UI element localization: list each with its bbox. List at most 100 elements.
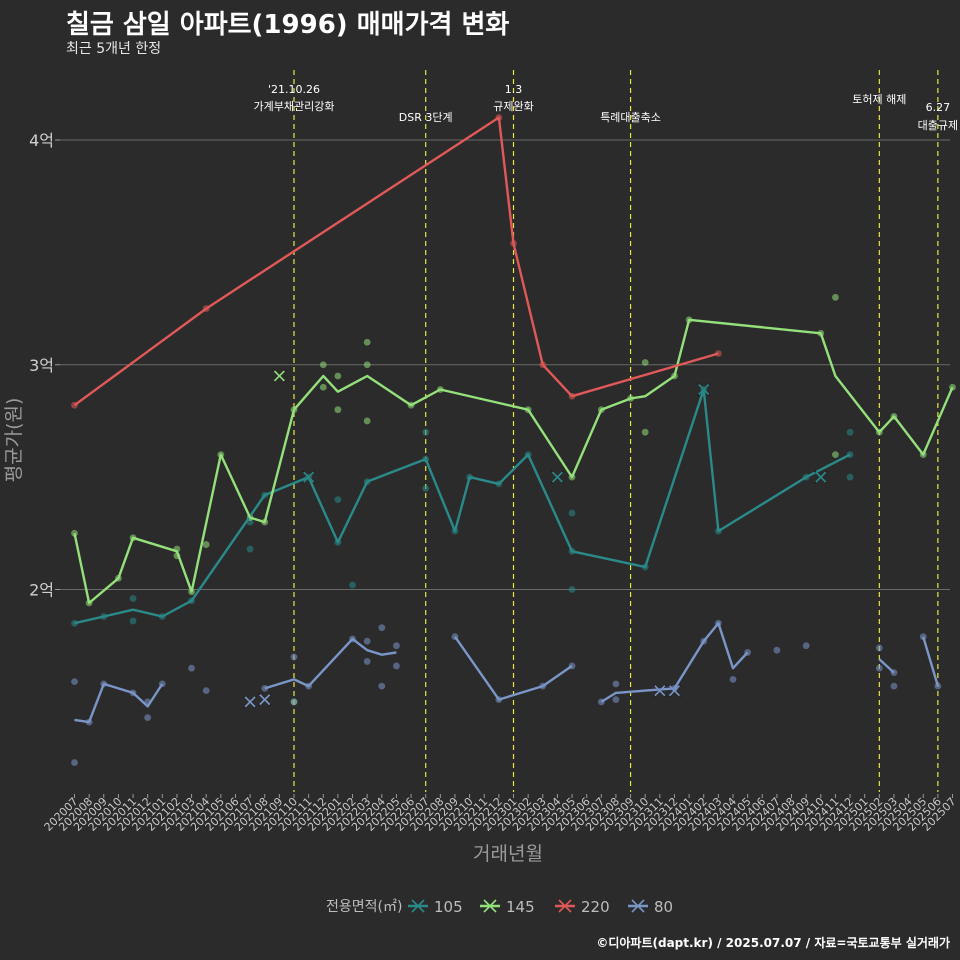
legend-label: 80 (654, 898, 673, 916)
cancel-mark-80 (654, 685, 666, 697)
cancel-mark-80 (259, 694, 271, 706)
policy-annotation: 6.27 (926, 101, 951, 114)
legend-key-cross (631, 899, 645, 913)
policy-annotation: 1.3 (505, 83, 523, 96)
cancel-mark-80 (668, 685, 681, 697)
x-axis-title: 거래년월 (473, 843, 543, 865)
data-point-80 (290, 653, 298, 661)
data-point-105 (129, 595, 137, 602)
data-point-145 (319, 383, 327, 391)
data-point-80 (890, 682, 898, 690)
cancel-mark-145 (273, 370, 285, 382)
legend-key-cross (411, 899, 425, 913)
data-point-105 (422, 428, 430, 436)
data-point-80 (290, 698, 298, 706)
data-point-80 (202, 687, 210, 695)
series-line-80 (922, 636, 940, 687)
y-axis-title: 평균가(원) (3, 398, 25, 483)
data-point-145 (202, 541, 210, 548)
legend-title: 전용면적(㎡) (326, 899, 402, 915)
cross-stroke (411, 899, 425, 913)
data-point-80 (773, 646, 781, 654)
data-point-80 (188, 664, 195, 672)
data-point-80 (378, 624, 386, 632)
data-point-105 (568, 509, 576, 517)
legend-item-105: 105 (408, 898, 463, 916)
series-lines (73, 116, 954, 724)
data-point-145 (363, 417, 371, 425)
data-point-80 (612, 680, 620, 688)
data-point-80 (393, 662, 400, 670)
data-point-145 (363, 361, 371, 369)
cross-stroke (654, 685, 666, 697)
grid-lines (60, 139, 950, 590)
data-point-105 (71, 619, 78, 627)
data-point-105 (846, 428, 854, 436)
series-line-145 (73, 318, 954, 605)
legend: 전용면적(㎡) 105 145 220 80 (326, 898, 673, 916)
data-point-105 (334, 496, 342, 503)
legend-key-cross (483, 899, 497, 913)
data-point-80 (802, 642, 810, 650)
policy-annotation: DSR 3단계 (399, 111, 453, 124)
cross-stroke (244, 696, 256, 708)
cross-stroke (551, 471, 563, 483)
y-tick-label: 3억 (29, 356, 54, 375)
cross-stroke (815, 471, 827, 483)
series-line-80 (878, 658, 895, 674)
cancel-mark-105 (303, 471, 315, 483)
series-line-80 (454, 636, 573, 701)
series-line-80 (600, 622, 749, 703)
cancel-mark-105 (698, 383, 710, 396)
cross-stroke (668, 685, 681, 697)
cross-stroke (698, 383, 710, 396)
cross-stroke (558, 899, 572, 913)
data-point-145 (832, 451, 839, 459)
policy-annotation: 대출규제 (918, 119, 958, 132)
cross-stroke (273, 370, 285, 382)
data-point-80 (144, 714, 152, 722)
legend-label: 105 (434, 898, 463, 916)
legend-item-220: 220 (555, 898, 610, 916)
data-point-80 (363, 658, 371, 665)
cross-stroke (631, 899, 645, 913)
y-tick-label: 2억 (29, 581, 54, 600)
cancel-mark-80 (244, 696, 256, 708)
data-point-80 (71, 678, 78, 686)
data-point-145 (832, 293, 839, 301)
data-point-105 (422, 484, 430, 492)
legend-item-145: 145 (480, 898, 535, 916)
data-point-80 (875, 644, 883, 652)
policy-annotation: 규제완화 (493, 100, 533, 113)
source-caption: ©디아파트(dapt.kr) / 2025.07.07 / 자료=국토교통부 실… (596, 936, 950, 950)
legend-label: 220 (581, 898, 610, 916)
data-point-145 (334, 372, 342, 380)
series-line-105 (74, 388, 851, 625)
chart-title: 칠금 삼일 아파트(1996) 매매가격 변화 (66, 10, 510, 40)
chart-subtitle: 최근 5개년 한정 (66, 41, 162, 57)
series-line-80 (74, 682, 164, 724)
data-point-145 (334, 406, 342, 414)
data-point-145 (363, 338, 371, 346)
data-point-80 (612, 696, 620, 704)
data-point-105 (349, 581, 356, 589)
data-point-80 (71, 759, 78, 766)
series-line-220 (73, 116, 719, 407)
data-point-80 (393, 642, 400, 650)
data-point-105 (568, 586, 576, 593)
cross-stroke (303, 471, 315, 483)
data-point-80 (729, 676, 737, 683)
policy-annotation: 특례대출축소 (600, 111, 661, 124)
cancel-mark-105 (551, 471, 563, 483)
data-point-145 (641, 359, 649, 366)
data-point-80 (363, 637, 371, 645)
data-point-145 (319, 361, 327, 369)
y-axis-ticks: 2억 3억 4억 (29, 131, 60, 600)
cancelled-transaction-marks (243, 369, 828, 709)
data-point-105 (129, 617, 137, 625)
legend-key-cross (558, 899, 572, 913)
x-axis-ticks: 2020072020082020092020102020112020122021… (42, 794, 959, 834)
policy-annotation: 가계부채관리강화 (254, 100, 335, 113)
